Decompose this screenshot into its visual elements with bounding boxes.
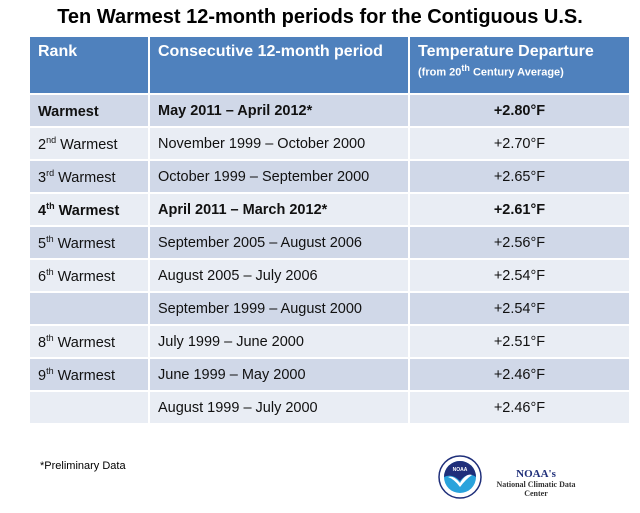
footnote: *Preliminary Data bbox=[40, 460, 126, 472]
table-row: 2nd Warmest November 1999 – October 2000 +… bbox=[28, 126, 631, 161]
rank-cell: 5th Warmest bbox=[28, 225, 150, 260]
period-cell: June 1999 – May 2000 bbox=[148, 357, 410, 392]
rank-cell: 6th Warmest bbox=[28, 258, 150, 293]
table-row: August 1999 – July 2000 +2.46°F bbox=[28, 390, 631, 425]
table-row: Warmest May 2011 – April 2012* +2.80°F bbox=[28, 93, 631, 128]
period-cell: July 1999 – June 2000 bbox=[148, 324, 410, 359]
rank-cell: 9th Warmest bbox=[28, 357, 150, 392]
header-departure-subtitle: (from 20th Century Average) bbox=[418, 63, 564, 79]
departure-cell: +2.54°F bbox=[408, 258, 631, 293]
rank-cell: 2nd Warmest bbox=[28, 126, 150, 161]
warmest-periods-table: Rank Consecutive 12-month period Tempera… bbox=[28, 35, 631, 425]
noaa-logo-icon: NOAA bbox=[438, 455, 482, 499]
period-cell: September 1999 – August 2000 bbox=[148, 291, 410, 326]
departure-cell: +2.46°F bbox=[408, 357, 631, 392]
departure-cell: +2.65°F bbox=[408, 159, 631, 194]
departure-cell: +2.70°F bbox=[408, 126, 631, 161]
period-cell: August 1999 – July 2000 bbox=[148, 390, 410, 425]
page-title: Ten Warmest 12-month periods for the Con… bbox=[57, 6, 583, 28]
period-cell: October 1999 – September 2000 bbox=[148, 159, 410, 194]
departure-cell: +2.56°F bbox=[408, 225, 631, 260]
rank-cell: 8th Warmest bbox=[28, 324, 150, 359]
header-rank: Rank bbox=[28, 35, 150, 95]
period-cell: September 2005 – August 2006 bbox=[148, 225, 410, 260]
table-row: 6th Warmest August 2005 – July 2006 +2.54°… bbox=[28, 258, 631, 293]
departure-cell: +2.80°F bbox=[408, 93, 631, 128]
rank-cell bbox=[28, 291, 150, 326]
rank-cell bbox=[28, 390, 150, 425]
period-cell: April 2011 – March 2012* bbox=[148, 192, 410, 227]
period-cell: November 1999 – October 2000 bbox=[148, 126, 410, 161]
period-cell: August 2005 – July 2006 bbox=[148, 258, 410, 293]
table-row: 4th Warmest April 2011 – March 2012* +2.61… bbox=[28, 192, 631, 227]
table-row: 9th Warmest June 1999 – May 2000 +2.46°F bbox=[28, 357, 631, 392]
rank-cell: 4th Warmest bbox=[28, 192, 150, 227]
departure-cell: +2.46°F bbox=[408, 390, 631, 425]
departure-cell: +2.54°F bbox=[408, 291, 631, 326]
table-row: 8th Warmest July 1999 – June 2000 +2.51°F bbox=[28, 324, 631, 359]
rank-cell: Warmest bbox=[28, 93, 150, 128]
departure-cell: +2.51°F bbox=[408, 324, 631, 359]
table-row: 5th Warmest September 2005 – August 2006 +… bbox=[28, 225, 631, 260]
table-header-row: Rank Consecutive 12-month period Tempera… bbox=[28, 35, 631, 95]
header-period: Consecutive 12-month period bbox=[148, 35, 410, 95]
table-row: 3rd Warmest October 1999 – September 2000… bbox=[28, 159, 631, 194]
svg-text:NOAA: NOAA bbox=[453, 467, 468, 473]
period-cell: May 2011 – April 2012* bbox=[148, 93, 410, 128]
rank-cell: 3rd Warmest bbox=[28, 159, 150, 194]
departure-cell: +2.61°F bbox=[408, 192, 631, 227]
table-row: September 1999 – August 2000 +2.54°F bbox=[28, 291, 631, 326]
ncdc-label: NOAA's National Climatic Data Center bbox=[496, 468, 576, 498]
header-departure: Temperature Departure (from 20th Century … bbox=[408, 35, 631, 95]
